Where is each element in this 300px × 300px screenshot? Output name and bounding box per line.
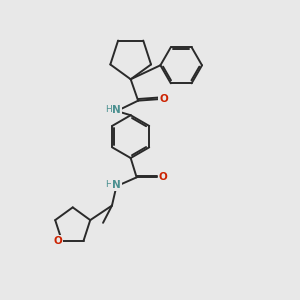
Text: H: H <box>105 180 112 189</box>
Text: O: O <box>158 172 167 182</box>
Text: N: N <box>112 180 121 190</box>
Text: O: O <box>53 236 62 246</box>
Text: H: H <box>105 105 112 114</box>
Text: N: N <box>112 105 121 115</box>
Text: O: O <box>159 94 168 104</box>
